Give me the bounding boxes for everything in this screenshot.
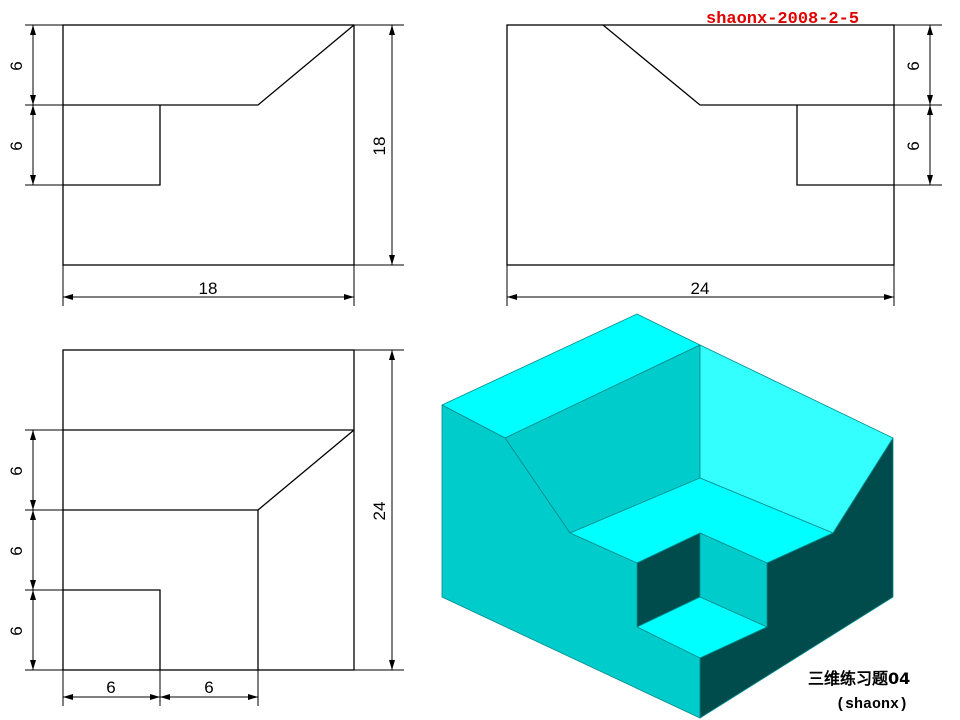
front-view: 6 6 18 18: [7, 24, 404, 306]
side-view: 6 6 24: [506, 24, 942, 306]
top-view-dim-bottom-right: 6: [204, 678, 213, 697]
front-view-step-line: [63, 24, 355, 106]
front-view-notch: [63, 105, 161, 186]
side-view-dim-lower: 6: [904, 141, 923, 150]
side-view-notch: [796, 105, 894, 186]
front-view-bottom-dim: 18: [62, 265, 355, 306]
side-view-dim-upper: 6: [904, 61, 923, 70]
iso-right-face: [699, 437, 894, 719]
top-view-left-dims: 6 6 6: [7, 429, 63, 671]
top-view-dim-bottom-left: 6: [106, 678, 115, 697]
signature-text: shaonx-2008-2-5: [706, 10, 859, 29]
front-view-dim-upper: 6: [7, 61, 26, 70]
front-view-outline: [62, 24, 355, 266]
side-view-right-dims: 6 6: [894, 24, 942, 186]
top-view-right-dim: 24: [354, 349, 404, 671]
caption-author: (shaonx): [836, 696, 908, 713]
top-view-bottom-dims: 6 6: [62, 670, 259, 706]
front-view-dim-height: 18: [370, 137, 389, 156]
top-view-dim-seg1: 6: [7, 466, 26, 475]
front-view-left-dims: 6 6: [7, 24, 63, 186]
front-view-dim-lower: 6: [7, 141, 26, 150]
top-view-dim-height: 24: [370, 502, 389, 521]
iso-left-face: [441, 404, 701, 719]
top-view-dim-seg3: 6: [7, 626, 26, 635]
top-view-step-line: [63, 429, 355, 511]
top-view-notch: [63, 589, 161, 670]
front-view-dim-width: 18: [199, 279, 218, 298]
side-view-step-line: [602, 24, 894, 106]
side-view-dim-width: 24: [691, 279, 710, 298]
top-view-dim-seg2: 6: [7, 546, 26, 555]
front-view-right-dim: 18: [354, 24, 404, 266]
caption-title: 三维练习题04: [808, 669, 910, 688]
isometric-model: [441, 313, 894, 719]
side-view-bottom-dim: 24: [506, 265, 895, 306]
top-view: 6 6 6 24 6 6: [7, 349, 404, 706]
side-view-outline: [506, 24, 895, 266]
